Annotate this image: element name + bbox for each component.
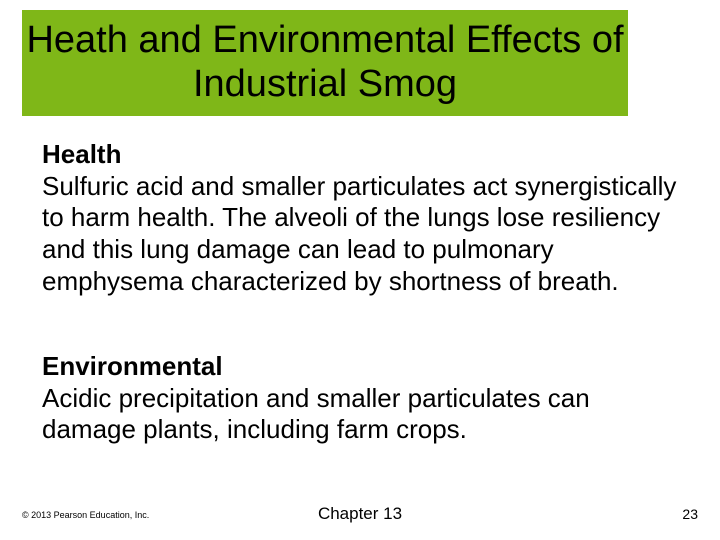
footer-chapter: Chapter 13 (0, 504, 720, 524)
health-section: Health Sulfuric acid and smaller particu… (42, 138, 678, 297)
footer-page-number: 23 (682, 506, 698, 522)
environmental-section: Environmental Acidic precipitation and s… (42, 350, 678, 446)
title-banner: Heath and Environmental Effects of Indus… (22, 10, 628, 116)
health-heading: Health (42, 138, 678, 171)
slide-title: Heath and Environmental Effects of Indus… (22, 19, 628, 106)
environmental-heading: Environmental (42, 350, 678, 383)
health-body: Sulfuric acid and smaller particulates a… (42, 171, 678, 298)
environmental-body: Acidic precipitation and smaller particu… (42, 383, 678, 446)
